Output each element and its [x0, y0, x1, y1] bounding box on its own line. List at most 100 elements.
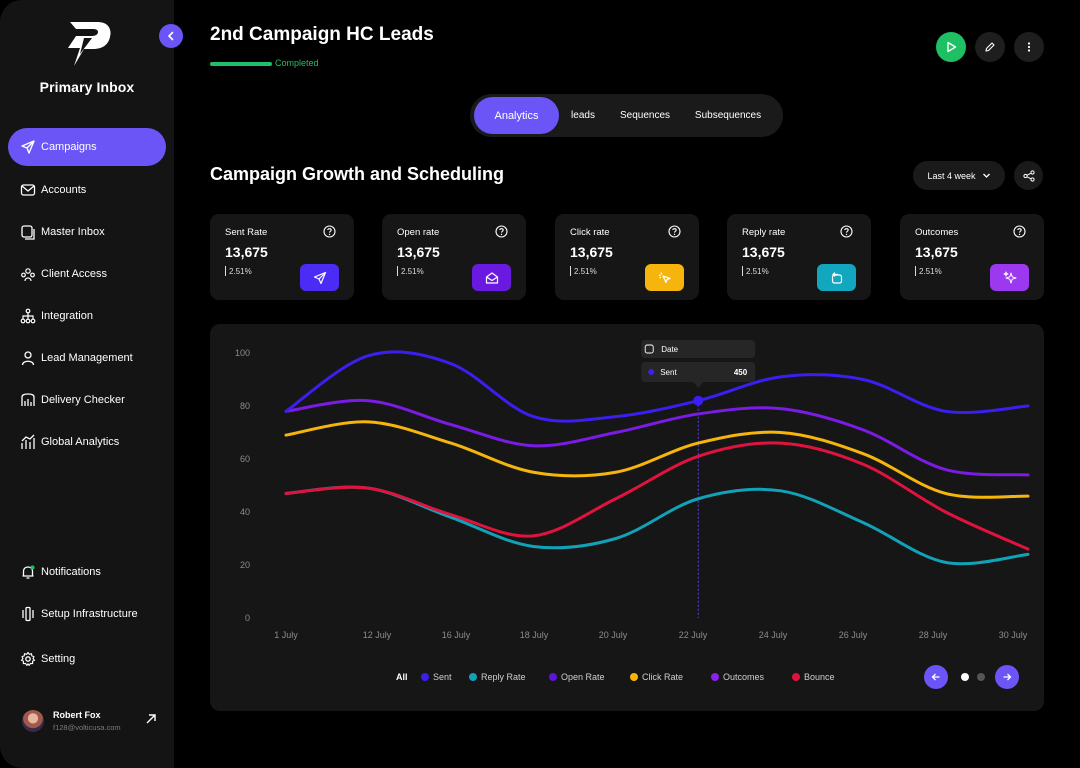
legend-item-open-rate[interactable]: Open Rate — [549, 672, 605, 682]
stat-card-click-rate: Click rate 13,675 2.51% — [555, 214, 699, 300]
tooltip-header — [641, 340, 756, 358]
user-name: Robert Fox — [53, 710, 101, 720]
chart-next-button[interactable] — [995, 665, 1019, 689]
sidebar-item-label: Notifications — [41, 566, 101, 578]
stat-value: 13,675 — [570, 244, 613, 260]
stat-card-open-rate: Open rate 13,675 2.51% — [382, 214, 526, 300]
tab-sequences[interactable]: Sequences — [619, 110, 671, 121]
edit-button[interactable] — [975, 32, 1005, 62]
help-icon[interactable] — [668, 225, 681, 238]
tooltip-pointer — [693, 382, 704, 388]
sidebar-item-integration[interactable]: Integration — [8, 297, 166, 335]
sidebar-item-global-analytics[interactable]: Global Analytics — [8, 423, 166, 461]
arrow-up-right-icon[interactable] — [145, 713, 157, 725]
series-line-click-rate — [284, 420, 1030, 499]
more-options-button[interactable] — [1014, 32, 1044, 62]
line-chart: 0 20 40 60 80 100 1 July 12 July 16 July 18 July 2… — [235, 340, 1030, 640]
tooltip-marker — [693, 395, 704, 406]
arrow-right-icon — [1003, 673, 1012, 681]
bell-icon — [22, 565, 35, 579]
stat-change: 2.51% — [746, 267, 769, 276]
legend-item-click-rate[interactable]: Click Rate — [630, 672, 683, 682]
series-line-reply-rate — [284, 485, 1030, 566]
help-icon[interactable] — [495, 225, 508, 238]
sidebar-item-label: Integration — [41, 310, 93, 322]
status-badge: Completed — [275, 58, 319, 68]
stat-change: 2.51% — [919, 267, 942, 276]
sidebar-item-label: Global Analytics — [41, 436, 120, 448]
tab-subsequences[interactable]: Subsequences — [694, 110, 762, 121]
analytics-icon — [21, 434, 35, 449]
stat-value: 13,675 — [742, 244, 785, 260]
mail-icon — [20, 184, 36, 196]
help-icon[interactable] — [840, 225, 853, 238]
x-tick-label: 20 July — [599, 630, 628, 640]
chevron-down-icon — [982, 173, 990, 178]
calendar-icon — [644, 344, 654, 354]
share-icon — [1022, 169, 1035, 182]
status-progress-bar — [210, 62, 272, 66]
sidebar-item-label: Campaigns — [41, 141, 97, 153]
send-icon — [21, 140, 35, 154]
x-tick-label: 18 July — [520, 630, 549, 640]
sidebar-item-client-access[interactable]: Client Access — [8, 255, 166, 293]
sidebar-item-delivery-checker[interactable]: Delivery Checker — [8, 381, 166, 419]
stat-change: 2.51% — [401, 267, 424, 276]
sidebar-item-setting[interactable]: Setting — [8, 640, 166, 678]
stat-value: 13,675 — [225, 244, 268, 260]
legend-item-bounce[interactable]: Bounce — [792, 672, 835, 682]
users-icon — [21, 268, 35, 282]
play-button[interactable] — [936, 32, 966, 62]
date-range-label: Last 4 week — [927, 170, 976, 181]
page-indicator[interactable] — [977, 673, 985, 681]
tooltip-series-name: Sent — [660, 368, 677, 377]
brand-name: Primary Inbox — [39, 79, 135, 95]
y-tick-label: 60 — [240, 454, 250, 464]
sidebar-item-campaigns[interactable]: Campaigns — [8, 128, 166, 166]
tooltip-series-dot — [648, 369, 655, 375]
legend-item-sent[interactable]: Sent — [421, 672, 452, 682]
tab-leads[interactable]: leads — [571, 110, 595, 121]
gear-icon — [20, 651, 36, 666]
more-vertical-icon — [1027, 42, 1031, 52]
y-tick-label: 20 — [240, 560, 250, 570]
tooltip-row — [641, 362, 756, 382]
tooltip-value: 450 — [734, 368, 748, 377]
x-tick-label: 24 July — [759, 630, 788, 640]
share-button[interactable] — [1014, 161, 1043, 190]
stat-label: Click rate — [570, 227, 610, 238]
collapse-sidebar-button[interactable] — [159, 24, 183, 48]
sidebar-item-master-inbox[interactable]: Master Inbox — [8, 213, 166, 251]
growth-chart: 0 20 40 60 80 100 1 July 12 July 16 July 18 July 2… — [210, 324, 1044, 711]
stat-value: 13,675 — [397, 244, 440, 260]
x-tick-label: 12 July — [363, 630, 392, 640]
tooltip-title: Date — [661, 345, 678, 354]
user-email: f128@volticusa.com — [53, 723, 121, 732]
help-icon[interactable] — [1013, 225, 1026, 238]
stat-change: 2.51% — [229, 267, 252, 276]
date-range-dropdown[interactable]: Last 4 week — [913, 161, 1005, 190]
sidebar-item-accounts[interactable]: Accounts — [8, 171, 166, 209]
sidebar-item-setup-infrastructure[interactable]: Setup Infrastructure — [8, 595, 166, 633]
x-tick-label: 16 July — [442, 630, 471, 640]
x-tick-label: 28 July — [919, 630, 948, 640]
stat-change: 2.51% — [574, 267, 597, 276]
tab-analytics[interactable]: Analytics — [474, 97, 559, 134]
sidebar-item-notifications[interactable]: Notifications — [8, 553, 166, 591]
arrow-left-icon — [931, 673, 940, 681]
avatar — [22, 710, 44, 732]
delivery-icon — [21, 393, 35, 406]
help-icon[interactable] — [323, 225, 336, 238]
page-indicator-active[interactable] — [961, 673, 969, 681]
sidebar-item-label: Setup Infrastructure — [41, 608, 138, 620]
sidebar-item-label: Client Access — [41, 268, 108, 280]
legend-all[interactable]: All — [396, 672, 408, 682]
chevron-left-icon — [167, 31, 174, 41]
legend-item-reply-rate[interactable]: Reply Rate — [469, 672, 526, 682]
user-profile[interactable]: Robert Fox f128@volticusa.com — [22, 706, 162, 736]
chart-prev-button[interactable] — [924, 665, 948, 689]
sidebar-item-lead-management[interactable]: Lead Management — [8, 339, 166, 377]
legend-item-outcomes[interactable]: Outcomes — [711, 672, 764, 682]
sidebar-item-label: Delivery Checker — [41, 394, 125, 406]
hierarchy-icon — [20, 308, 36, 324]
